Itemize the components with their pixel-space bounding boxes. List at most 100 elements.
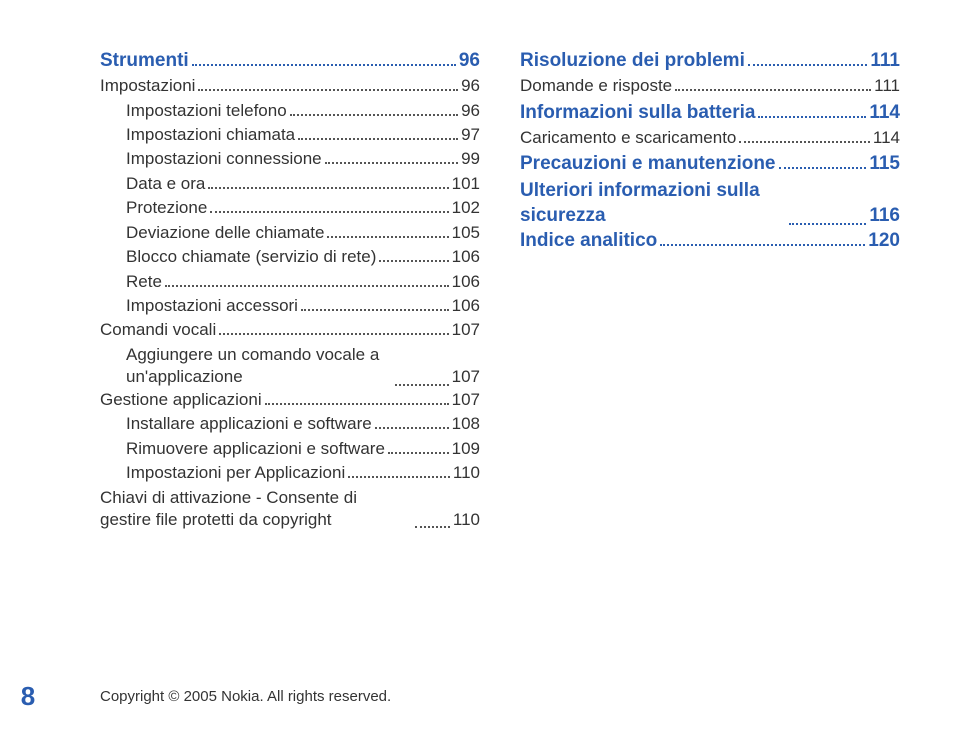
toc-dots <box>301 296 449 311</box>
toc-dots <box>660 229 865 246</box>
toc-label: Deviazione delle chiamate <box>126 222 324 244</box>
toc-label: Installare applicazioni e software <box>126 413 372 435</box>
toc-heading: Precauzioni e manutenzione 115 <box>520 151 900 176</box>
toc-entry: Deviazione delle chiamate 105 <box>100 222 480 244</box>
toc-page: 106 <box>452 246 480 268</box>
toc-dots <box>415 513 450 528</box>
toc-dots <box>198 76 458 91</box>
toc-heading: Informazioni sulla batteria 114 <box>520 100 900 125</box>
toc-label: Impostazioni chiamata <box>126 124 295 146</box>
toc-label: Gestione applicazioni <box>100 389 262 411</box>
toc-page: 96 <box>459 48 480 73</box>
toc-page: 114 <box>869 100 900 125</box>
toc-dots <box>739 127 870 142</box>
toc-dots <box>265 389 449 404</box>
toc-label: Precauzioni e manutenzione <box>520 151 776 176</box>
toc-dots <box>388 438 449 453</box>
toc-dots <box>290 100 458 115</box>
toc-page: 106 <box>452 295 480 317</box>
toc-entry: Gestione applicazioni 107 <box>100 389 480 411</box>
toc-dots <box>395 370 449 385</box>
toc-dots <box>210 198 448 213</box>
toc-entry: Impostazioni connessione 99 <box>100 148 480 170</box>
toc-entry: Caricamento e scaricamento 114 <box>520 127 900 149</box>
toc-page: 108 <box>452 413 480 435</box>
toc-entry: Rete 106 <box>100 271 480 293</box>
toc-page: 111 <box>874 75 900 97</box>
page-number: 8 <box>0 676 56 716</box>
toc-label: Impostazioni connessione <box>126 148 322 170</box>
toc-entry: Comandi vocali 107 <box>100 319 480 341</box>
toc-entry: Domande e risposte 111 <box>520 75 900 97</box>
toc-columns: Strumenti 96 Impostazioni 96 Impostazion… <box>100 48 900 531</box>
toc-entry: Impostazioni 96 <box>100 75 480 97</box>
toc-entry: Impostazioni accessori 106 <box>100 295 480 317</box>
toc-page: 115 <box>869 151 900 176</box>
toc-page: 106 <box>452 271 480 293</box>
copyright-text: Copyright © 2005 Nokia. All rights reser… <box>100 688 391 705</box>
toc-page: 114 <box>873 127 900 149</box>
toc-dots <box>327 222 448 237</box>
toc-page: 116 <box>869 203 900 228</box>
toc-label: Data e ora <box>126 173 205 195</box>
toc-label: Blocco chiamate (servizio di rete) <box>126 246 376 268</box>
toc-dots <box>192 49 456 66</box>
toc-dots <box>375 414 449 429</box>
toc-label: Domande e risposte <box>520 75 672 97</box>
toc-entry: Blocco chiamate (servizio di rete) 106 <box>100 246 480 268</box>
toc-heading: Risoluzione dei problemi 111 <box>520 48 900 73</box>
toc-dots <box>748 49 868 66</box>
toc-entry: Rimuovere applicazioni e software 109 <box>100 438 480 460</box>
toc-page: 110 <box>453 509 480 531</box>
toc-entry: Impostazioni per Applicazioni 110 <box>100 462 480 484</box>
toc-dots <box>219 320 448 335</box>
toc-label: Strumenti <box>100 48 189 73</box>
toc-heading: Strumenti 96 <box>100 48 480 73</box>
toc-page: 120 <box>868 228 900 253</box>
toc-heading: Ulteriori informazioni sulla sicurezza 1… <box>520 178 900 228</box>
toc-dots <box>208 174 448 189</box>
toc-label: Aggiungere un comando vocale a un'applic… <box>126 344 392 389</box>
toc-page: 101 <box>452 173 480 195</box>
toc-dots <box>298 125 458 140</box>
toc-entry: Protezione 102 <box>100 197 480 219</box>
toc-dots <box>779 152 867 169</box>
toc-entry: Aggiungere un comando vocale a un'applic… <box>100 344 480 389</box>
toc-label: Impostazioni <box>100 75 195 97</box>
toc-page: 97 <box>461 124 480 146</box>
toc-label: Impostazioni per Applicazioni <box>126 462 345 484</box>
toc-dots <box>348 463 450 478</box>
toc-page: 102 <box>452 197 480 219</box>
toc-page: 107 <box>452 389 480 411</box>
toc-dots <box>789 208 866 225</box>
toc-entry: Installare applicazioni e software 108 <box>100 413 480 435</box>
toc-dots <box>675 76 871 91</box>
toc-dots <box>758 100 866 117</box>
right-column: Risoluzione dei problemi 111 Domande e r… <box>520 48 900 531</box>
toc-label: Indice analitico <box>520 228 657 253</box>
toc-entry: Impostazioni chiamata 97 <box>100 124 480 146</box>
toc-label: Impostazioni accessori <box>126 295 298 317</box>
toc-label: Rete <box>126 271 162 293</box>
toc-label: Risoluzione dei problemi <box>520 48 745 73</box>
toc-label: Informazioni sulla batteria <box>520 100 755 125</box>
toc-label: Impostazioni telefono <box>126 100 287 122</box>
toc-label: Comandi vocali <box>100 319 216 341</box>
toc-page: 99 <box>461 148 480 170</box>
toc-entry: Data e ora 101 <box>100 173 480 195</box>
toc-page: 107 <box>452 366 480 388</box>
toc-page: 107 <box>452 319 480 341</box>
toc-page: 105 <box>452 222 480 244</box>
toc-page: 110 <box>453 462 480 484</box>
toc-dots <box>325 149 458 164</box>
toc-page: 109 <box>452 438 480 460</box>
toc-dots <box>379 247 448 262</box>
footer: 8 Copyright © 2005 Nokia. All rights res… <box>0 676 391 716</box>
toc-entry: Impostazioni telefono 96 <box>100 100 480 122</box>
toc-label: Caricamento e scaricamento <box>520 127 736 149</box>
toc-label: Ulteriori informazioni sulla sicurezza <box>520 178 786 228</box>
toc-label: Chiavi di attivazione - Consente di gest… <box>100 487 412 532</box>
toc-label: Rimuovere applicazioni e software <box>126 438 385 460</box>
toc-entry: Chiavi di attivazione - Consente di gest… <box>100 487 480 532</box>
left-column: Strumenti 96 Impostazioni 96 Impostazion… <box>100 48 480 531</box>
